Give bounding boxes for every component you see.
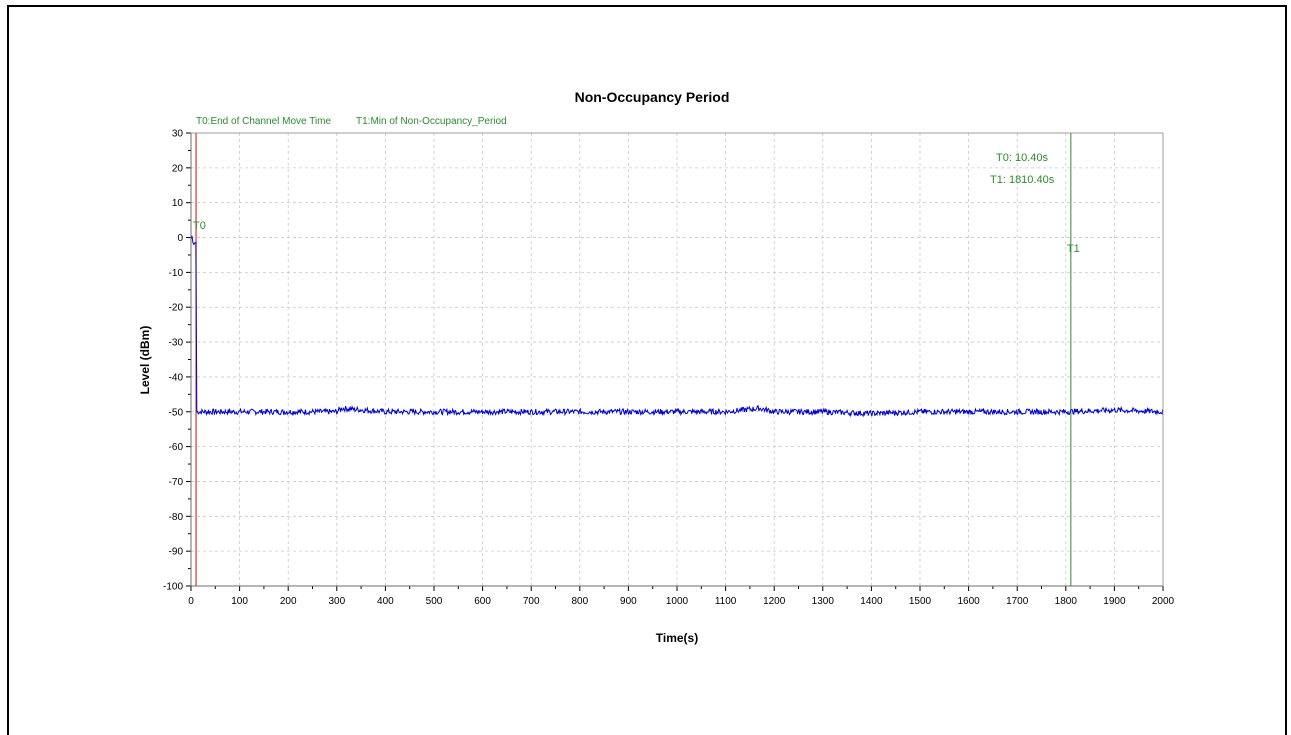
- x-tick-label: 300: [328, 596, 345, 607]
- y-tick-label: -40: [169, 372, 184, 383]
- x-tick-label: 900: [620, 596, 637, 607]
- y-axis-title: Level (dBm): [138, 326, 152, 395]
- x-tick-label: 600: [474, 596, 491, 607]
- x-tick-label: 1300: [812, 596, 835, 607]
- x-tick-label: 1800: [1055, 596, 1078, 607]
- y-tick-label: 30: [172, 129, 184, 140]
- y-tick-label: -10: [169, 268, 184, 279]
- y-tick-label: 10: [172, 198, 184, 209]
- plot-area: [191, 133, 1163, 586]
- x-tick-label: 100: [231, 596, 248, 607]
- x-tick-label: 2000: [1152, 596, 1175, 607]
- series-line: [190, 235, 1164, 418]
- chart-title: Non-Occupancy Period: [575, 89, 730, 105]
- x-tick-label: 1600: [957, 596, 980, 607]
- annotation-t1-time: T1: 1810.40s: [990, 174, 1055, 186]
- x-tick-label: 500: [426, 596, 443, 607]
- y-tick-label: -80: [169, 512, 184, 523]
- y-tick-label: -100: [163, 582, 183, 593]
- x-axis-ticks: 0 100 200 300 400 500 600 700 800 900 1000 1100 1200…: [188, 586, 1175, 607]
- x-tick-label: 700: [523, 596, 540, 607]
- x-tick-label: 1500: [909, 596, 932, 607]
- y-tick-label: 0: [177, 233, 183, 244]
- grid-lines: [191, 133, 1163, 586]
- chart-frame: [7, 5, 1287, 735]
- x-tick-label: 0: [188, 596, 194, 607]
- x-tick-label: 1000: [666, 596, 689, 607]
- legend-item-t1: T1:Min of Non-Occupancy_Period: [356, 116, 507, 127]
- y-tick-label: 20: [172, 163, 184, 174]
- y-tick-label: -70: [169, 477, 184, 488]
- legend-item-t0: T0:End of Channel Move Time: [196, 116, 332, 127]
- marker-t1-label: T1: [1067, 243, 1080, 255]
- x-tick-label: 1700: [1006, 596, 1029, 607]
- annotation-t0-time: T0: 10.40s: [996, 152, 1048, 164]
- y-tick-label: -60: [169, 442, 184, 453]
- x-tick-label: 200: [280, 596, 297, 607]
- x-axis-title: Time(s): [656, 631, 698, 645]
- plot-border: [190, 132, 1164, 587]
- y-tick-label: -90: [169, 547, 184, 558]
- x-tick-label: 1200: [763, 596, 786, 607]
- x-tick-label: 800: [571, 596, 588, 607]
- y-tick-label: -20: [169, 303, 184, 314]
- x-tick-label: 400: [377, 596, 394, 607]
- x-tick-label: 1400: [860, 596, 883, 607]
- marker-t0-label: T0: [193, 220, 206, 232]
- y-axis-ticks: 30 20 10 0 -10 -20 -30 -40 -50 -60 -70 -80 -90 -100: [163, 129, 191, 593]
- x-tick-label: 1100: [715, 596, 737, 607]
- x-tick-label: 1900: [1103, 596, 1126, 607]
- y-tick-label: -30: [169, 338, 184, 349]
- y-tick-label: -50: [169, 407, 184, 418]
